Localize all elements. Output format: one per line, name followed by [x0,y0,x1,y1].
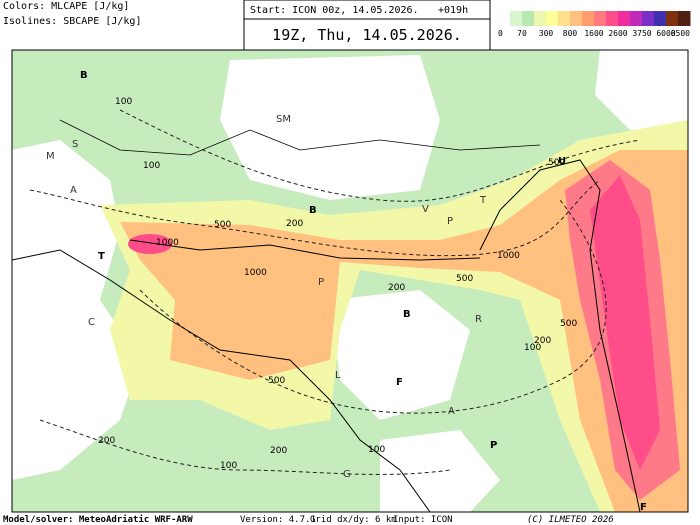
map-letter: G [343,469,351,480]
isoline-label: 1000 [244,268,267,278]
map-letter: M [46,151,55,162]
isoline-label: 200 [286,219,303,229]
border [129,239,481,261]
colorbar-swatch [582,11,595,26]
valid-time: 19Z, Thu, 14.05.2026. [272,26,462,44]
map-letter: SM [276,114,291,125]
colorbar-label: 1600 [584,29,603,38]
isoline-label: 500 [560,319,577,329]
colorbar-swatch [654,11,667,26]
colorbar-swatch [546,11,559,26]
colors-label: Colors: MLCAPE [J/kg] [3,1,129,12]
map-frame [11,49,689,513]
colorbar-label: 800 [563,29,578,38]
footer-input: Input: ICON [393,515,453,525]
colorbar-swatch [642,11,655,26]
colorbar-swatch [510,11,523,26]
field-white [220,55,440,200]
isoline [139,199,607,414]
colorbar-swatch [594,11,607,26]
colorbar-swatch [498,11,511,26]
pressure-letter: B [403,309,411,320]
pressure-letter: B [80,70,88,81]
isoline [119,109,641,202]
isoline-label: 500 [456,274,473,284]
map-letter: L [335,370,341,381]
colorbar-swatch [618,11,631,26]
isoline-label: 200 [534,336,551,346]
isoline-label: 1000 [497,251,520,261]
isolines-label: Isolines: SBCAPE [J/kg] [3,16,141,27]
isoline-label: 100 [115,97,132,107]
pressure-letter: B [309,205,317,216]
colorbar-label: 3750 [632,29,651,38]
isoline-label: 100 [220,461,237,471]
map-letter: R [475,314,482,325]
map-letter: P [490,440,497,451]
map-letter: A [70,185,77,196]
map-letter: P [318,277,324,288]
footer-grid: Grid dx/dy: 6 km [310,515,397,525]
colorbar-label: 70 [517,29,527,38]
border [59,119,541,156]
field-orange [120,150,688,512]
colorbar-swatch [558,11,571,26]
colorbar-label: 6000 [656,29,675,38]
isoline-label: 100 [368,445,385,455]
field-white [595,50,688,130]
isoline-label: 500 [214,220,231,230]
map-letter: F [396,377,403,388]
map-letter: C [88,317,95,328]
start-label: Start: ICON 00z, 14.05.2026. [250,5,419,16]
pressure-letter: T [98,251,105,262]
lead-label: +019h [438,5,468,16]
map: 100 100 100 100 100 500 500 500 500 500 … [11,49,689,513]
colorbar-swatch [606,11,619,26]
isoline-label: 1000 [156,238,179,248]
field-white [330,290,470,420]
isoline-label: 200 [270,446,287,456]
footer-copyright: (C) ILMETEO 2026 [527,515,614,525]
footer-version: Version: 4.7.1 [240,515,316,525]
map-letter: S [72,139,78,150]
colorbar-swatch [630,11,643,26]
map-letter: A [448,406,455,417]
colorbar-swatch [678,11,691,26]
coastline [12,249,431,512]
field-magenta [128,234,172,254]
colorbar-swatch [534,11,547,26]
map-letter: U [558,156,566,167]
field-white [12,140,140,480]
isoline-label: 100 [143,161,160,171]
isoline-label: 500 [268,376,285,386]
isoline-label: 200 [98,436,115,446]
colorbar-swatch [522,11,535,26]
isoline-label: 500 [548,158,565,168]
isoline-label: 100 [524,343,541,353]
colorbar-label: 0 [498,29,503,38]
map-letter: P [447,216,453,227]
cape-field [12,50,688,512]
colorbar-label: 8500 [671,29,690,38]
isoline-label: 200 [388,283,405,293]
colorbar-label: 2600 [608,29,627,38]
colorbar-label: 300 [539,29,554,38]
field-magenta [590,175,660,470]
colorbar-swatch [570,11,583,26]
footer-model: Model/solver: MeteoAdriatic WRF-ARW [3,514,193,525]
colorbar-swatch [666,11,679,26]
map-letter: F [640,502,647,513]
isoline [39,419,451,475]
map-letter: T [479,195,487,206]
map-letter: V [422,204,429,215]
coastline [479,159,641,512]
